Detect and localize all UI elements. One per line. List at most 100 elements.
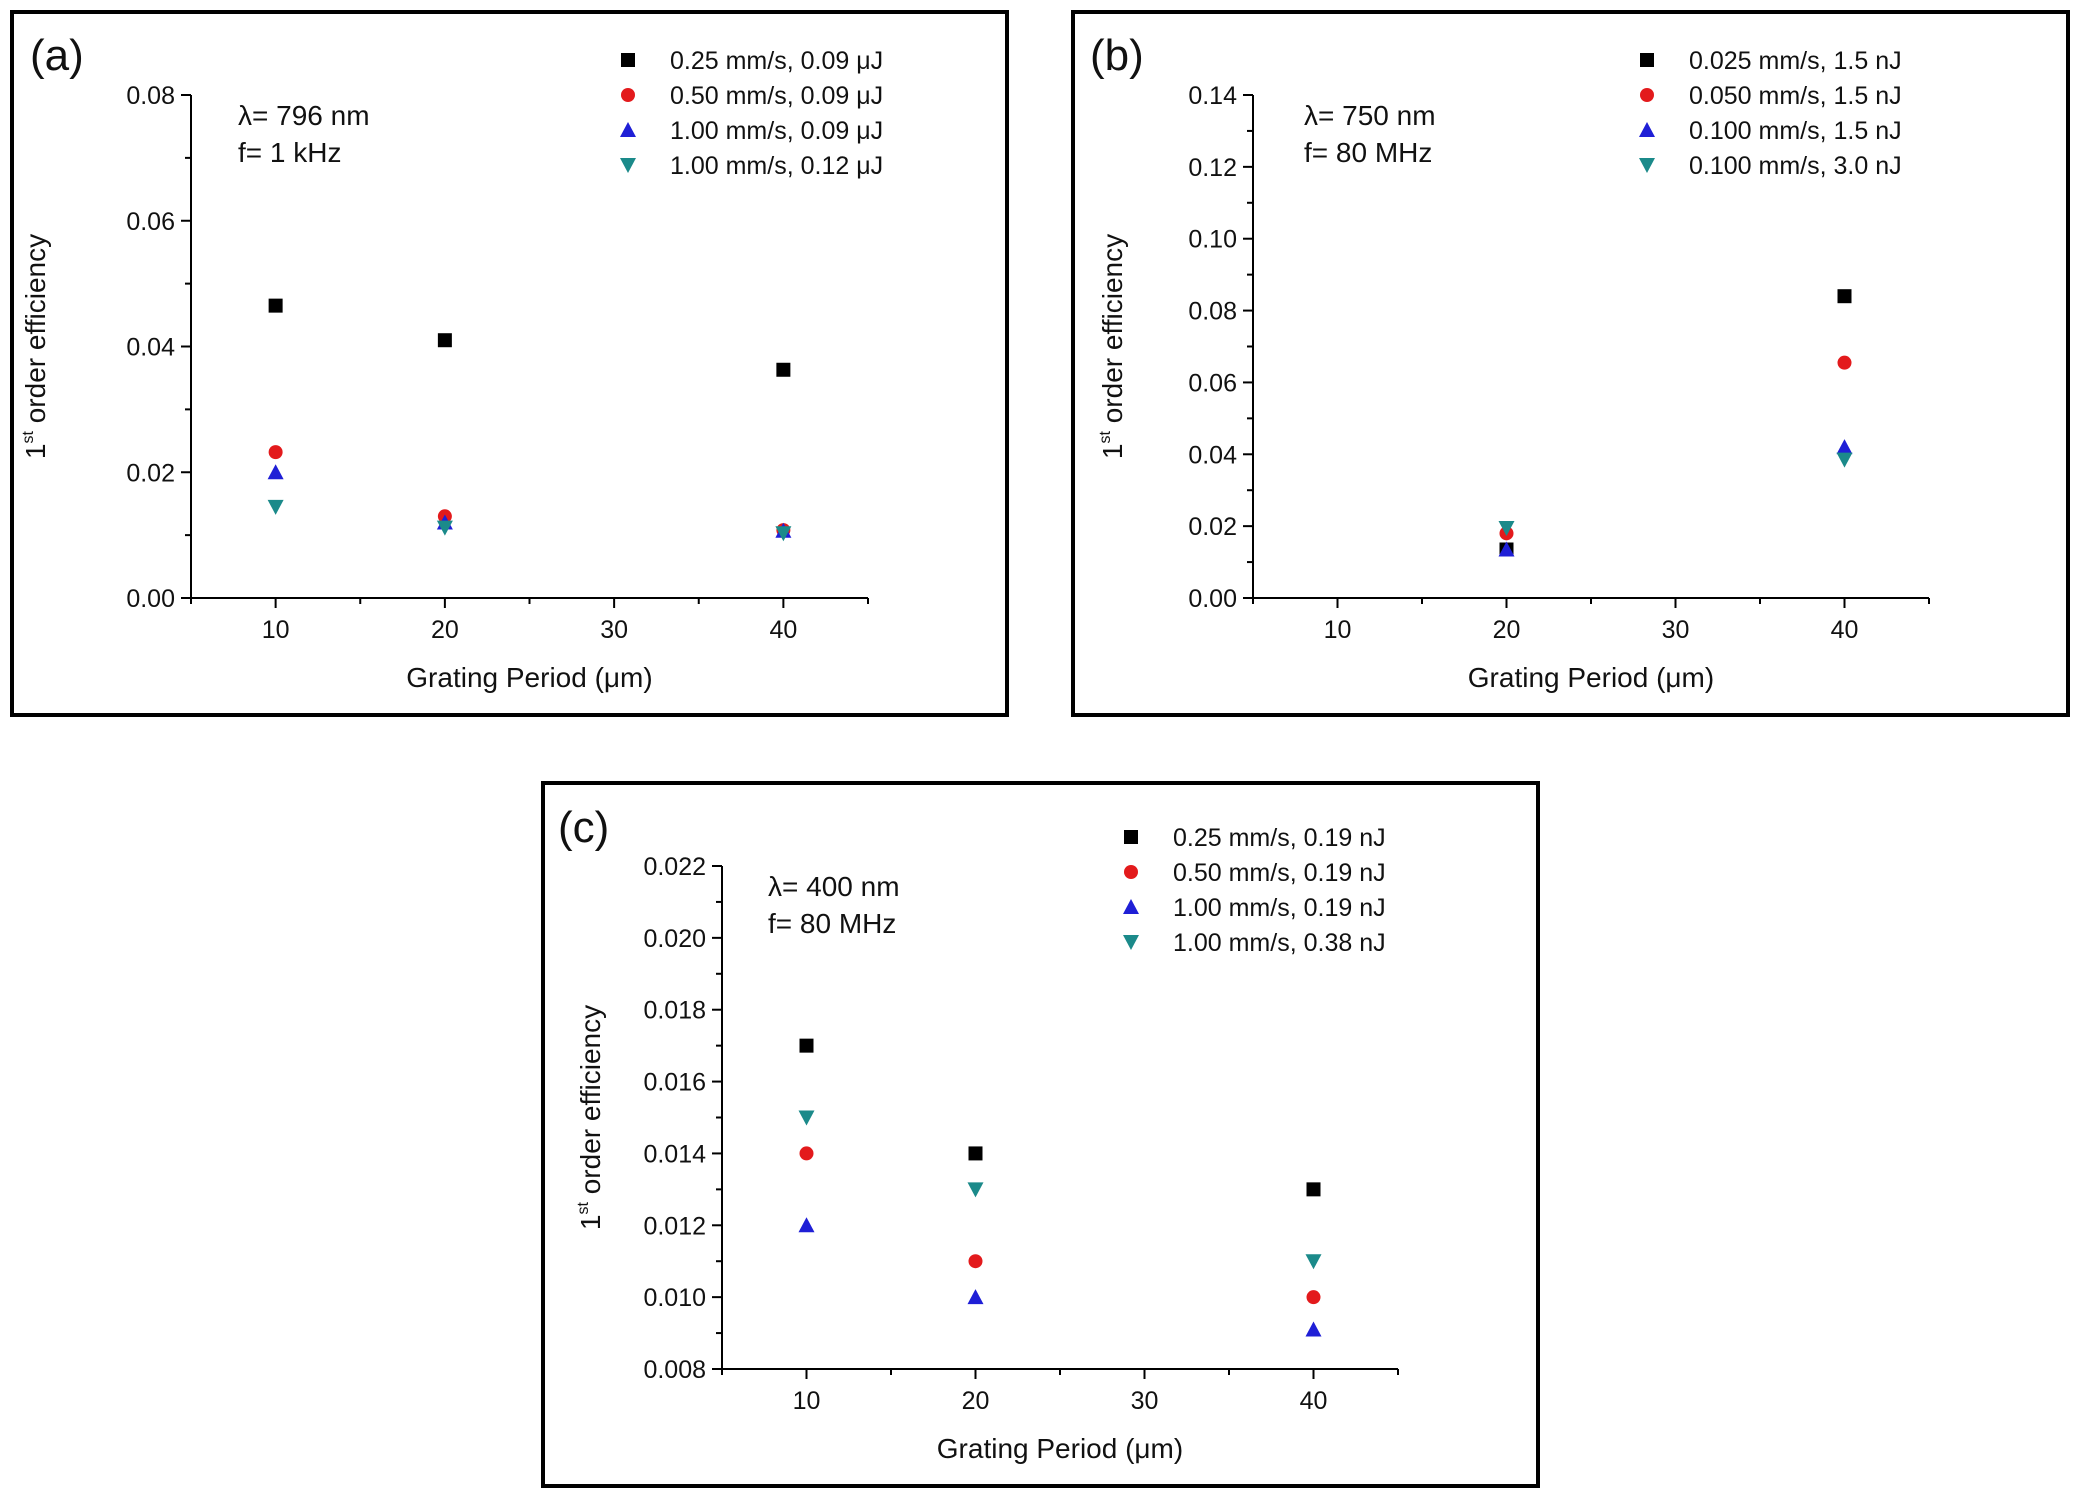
y-tick-label: 0.00 bbox=[1188, 585, 1237, 613]
legend-marker bbox=[1639, 122, 1655, 137]
data-point bbox=[1836, 452, 1853, 468]
legend-label: 0.25 mm/s, 0.19 nJ bbox=[1173, 824, 1386, 852]
panel-label: (b) bbox=[1090, 31, 1144, 80]
y-axis-title: 1st order efficiency bbox=[575, 1005, 606, 1230]
data-point bbox=[967, 1289, 984, 1305]
x-axis-title: Grating Period (μm) bbox=[937, 1433, 1183, 1464]
annotation-line: λ= 400 nm bbox=[768, 871, 900, 902]
legend-marker bbox=[620, 122, 636, 137]
data-point bbox=[1306, 1182, 1321, 1197]
y-tick-label: 0.02 bbox=[126, 459, 175, 487]
legend-label: 1.00 mm/s, 0.19 nJ bbox=[1173, 894, 1386, 922]
data-point bbox=[267, 499, 284, 515]
y-tick-label: 0.016 bbox=[643, 1069, 706, 1097]
y-tick-label: 0.04 bbox=[126, 334, 175, 362]
legend-label: 0.100 mm/s, 1.5 nJ bbox=[1689, 117, 1902, 145]
x-tick-label: 30 bbox=[1662, 616, 1690, 644]
y-tick-label: 0.014 bbox=[643, 1140, 706, 1168]
y-tick-label: 0.02 bbox=[1188, 513, 1237, 541]
annotation-line: f= 1 kHz bbox=[238, 137, 341, 168]
y-tick-label: 0.08 bbox=[1188, 298, 1237, 326]
data-point bbox=[267, 464, 284, 480]
y-tick-label: 0.08 bbox=[126, 82, 175, 110]
y-tick-label: 0.10 bbox=[1188, 226, 1237, 254]
data-point bbox=[1837, 355, 1852, 370]
y-tick-label: 0.06 bbox=[1188, 369, 1237, 397]
x-axis-title: Grating Period (μm) bbox=[406, 662, 652, 693]
legend-label: 0.50 mm/s, 0.09 μJ bbox=[670, 82, 883, 110]
legend-marker bbox=[620, 158, 636, 173]
panel-frame bbox=[541, 781, 1540, 1488]
x-tick-label: 10 bbox=[262, 616, 290, 644]
data-point bbox=[1305, 1321, 1322, 1337]
data-point bbox=[268, 298, 283, 313]
x-tick-label: 40 bbox=[1831, 616, 1859, 644]
x-tick-label: 10 bbox=[793, 1387, 821, 1415]
legend-label: 1.00 mm/s, 0.12 μJ bbox=[670, 152, 883, 180]
y-tick-label: 0.14 bbox=[1188, 82, 1237, 110]
y-axis-title-sup: st bbox=[575, 1202, 592, 1215]
x-tick-label: 20 bbox=[431, 616, 459, 644]
data-point bbox=[798, 1110, 815, 1126]
x-tick-label: 20 bbox=[962, 1387, 990, 1415]
legend-label: 0.50 mm/s, 0.19 nJ bbox=[1173, 859, 1386, 887]
x-tick-label: 20 bbox=[1493, 616, 1521, 644]
panel-frame bbox=[1071, 10, 2070, 717]
legend-label: 0.050 mm/s, 1.5 nJ bbox=[1689, 82, 1902, 110]
data-point bbox=[776, 362, 791, 377]
y-axis-title-text: order efficiency bbox=[1097, 234, 1128, 431]
legend-marker bbox=[1124, 865, 1138, 879]
data-point bbox=[1306, 1290, 1321, 1305]
x-tick-label: 10 bbox=[1324, 616, 1352, 644]
legend-label: 0.025 mm/s, 1.5 nJ bbox=[1689, 47, 1902, 75]
annotation-line: f= 80 MHz bbox=[1304, 137, 1432, 168]
y-tick-label: 0.00 bbox=[126, 585, 175, 613]
data-point bbox=[437, 333, 452, 348]
y-tick-label: 0.12 bbox=[1188, 154, 1237, 182]
data-point bbox=[799, 1038, 814, 1053]
y-axis-title-sup: st bbox=[1097, 431, 1114, 444]
x-axis-title: Grating Period (μm) bbox=[1468, 662, 1714, 693]
y-axis-title-prefix: 1 bbox=[575, 1215, 606, 1231]
legend-marker bbox=[1640, 53, 1654, 67]
y-tick-label: 0.012 bbox=[643, 1212, 706, 1240]
data-point bbox=[1836, 439, 1853, 455]
y-axis-title: 1st order efficiency bbox=[20, 234, 51, 459]
legend-label: 0.100 mm/s, 3.0 nJ bbox=[1689, 152, 1902, 180]
data-point bbox=[1305, 1254, 1322, 1270]
panel-label: (c) bbox=[558, 803, 609, 852]
x-tick-label: 40 bbox=[769, 616, 797, 644]
x-tick-label: 40 bbox=[1300, 1387, 1328, 1415]
data-point bbox=[268, 445, 283, 460]
legend-marker bbox=[1124, 830, 1138, 844]
data-point bbox=[1498, 520, 1515, 536]
chart-panel-c: (c) 0.008 0.010 0.012 0.014 0.016 0.018 0.020 0.… bbox=[541, 781, 1540, 1488]
annotation-line: f= 80 MHz bbox=[768, 908, 896, 939]
x-tick-label: 30 bbox=[1131, 1387, 1159, 1415]
legend-label: 1.00 mm/s, 0.09 μJ bbox=[670, 117, 883, 145]
y-axis-title: 1st order efficiency bbox=[1097, 234, 1128, 459]
legend-marker bbox=[621, 88, 635, 102]
annotation-line: λ= 796 nm bbox=[238, 100, 370, 131]
y-axis-title-text: order efficiency bbox=[575, 1005, 606, 1202]
chart-panel-b: (b) 0.00 0.02 0.04 0.06 0.08 0.10 0.12 0.14 10 20 3… bbox=[1071, 10, 2070, 717]
data-point bbox=[798, 1217, 815, 1233]
legend-label: 1.00 mm/s, 0.38 nJ bbox=[1173, 929, 1386, 957]
panel-frame bbox=[10, 10, 1009, 717]
data-point bbox=[799, 1146, 814, 1161]
y-tick-label: 0.04 bbox=[1188, 441, 1237, 469]
legend-marker bbox=[1123, 899, 1139, 914]
chart-panel-a: (a) 0.00 0.02 0.04 0.06 0.08 10 20 30 40 Grating P… bbox=[10, 10, 1009, 717]
y-axis-title-text: order efficiency bbox=[20, 234, 51, 431]
y-tick-label: 0.018 bbox=[643, 997, 706, 1025]
data-point bbox=[1498, 541, 1515, 557]
data-point bbox=[967, 1182, 984, 1198]
annotation-line: λ= 750 nm bbox=[1304, 100, 1436, 131]
legend-label: 0.25 mm/s, 0.09 μJ bbox=[670, 47, 883, 75]
data-point bbox=[775, 526, 792, 542]
data-point bbox=[436, 520, 453, 536]
y-axis-title-prefix: 1 bbox=[20, 444, 51, 460]
legend-marker bbox=[1639, 158, 1655, 173]
y-tick-label: 0.06 bbox=[126, 208, 175, 236]
